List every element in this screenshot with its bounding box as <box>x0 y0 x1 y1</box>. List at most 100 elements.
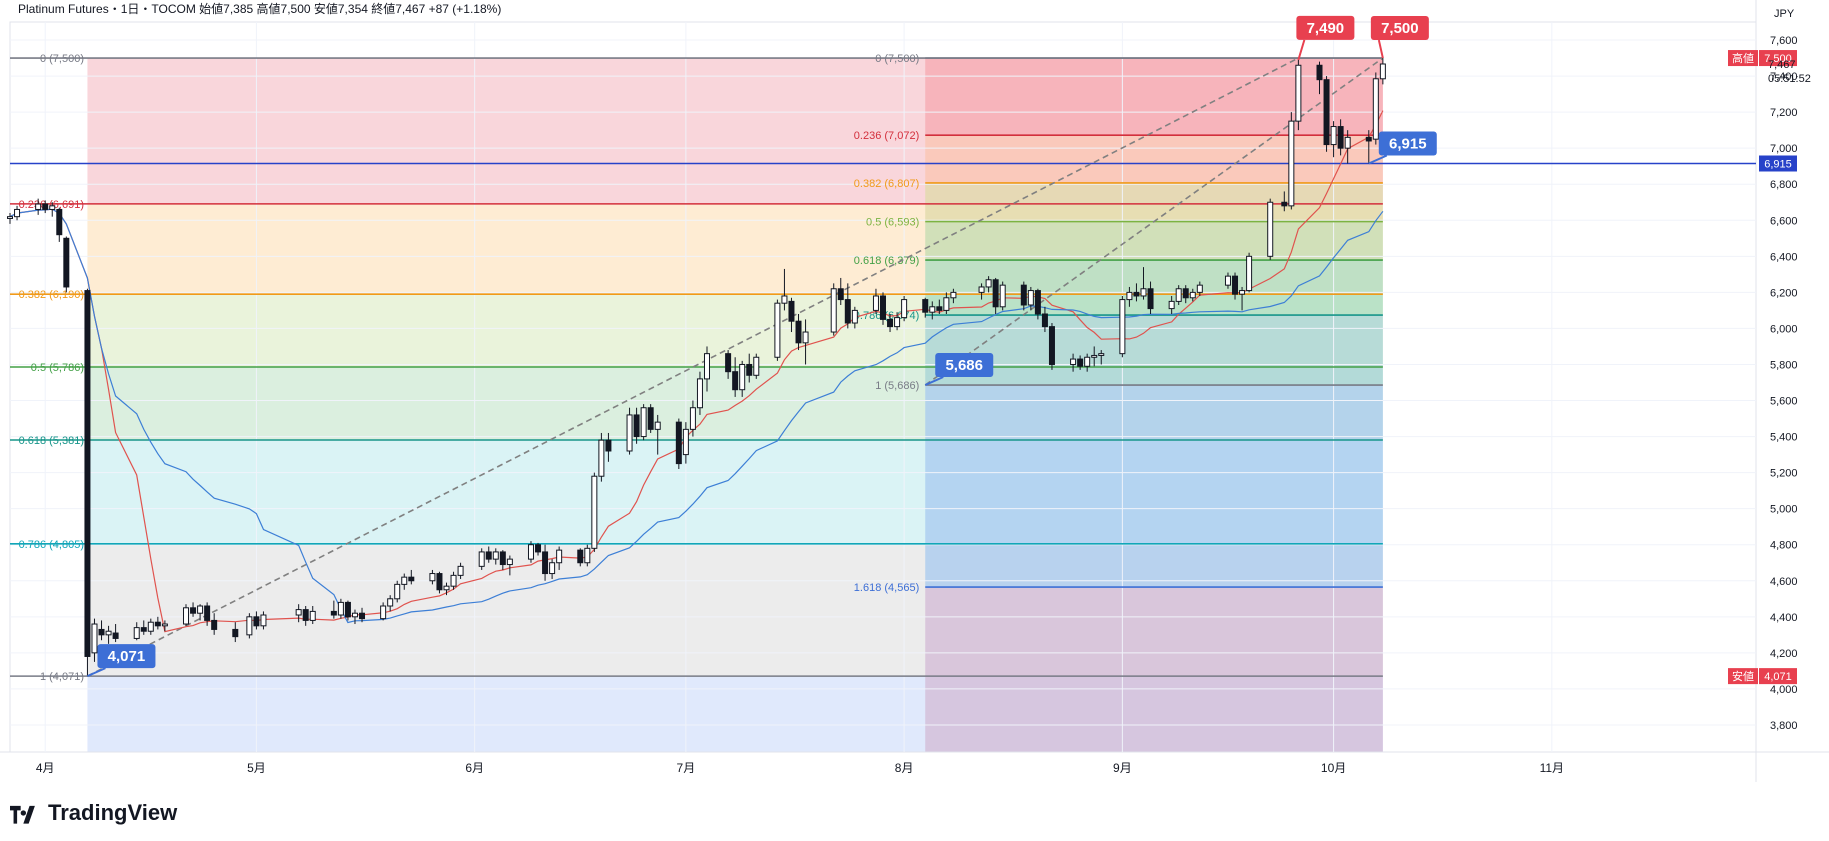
candle-up <box>401 576 408 585</box>
x-tick-label: 10月 <box>1321 761 1346 775</box>
fib-level-label: 0.236 (6,691) <box>19 199 84 211</box>
price-badge-label-bg <box>1728 668 1758 685</box>
y-tick-label: 4,800 <box>1770 540 1798 552</box>
candle-down <box>302 609 309 621</box>
fib-zone-0.236 <box>925 135 1383 183</box>
candle-down <box>84 290 91 657</box>
candle-up <box>851 309 858 324</box>
candle-down <box>725 353 732 373</box>
candle-up <box>901 299 908 319</box>
candle-up <box>682 428 689 456</box>
y-tick-label: 4,600 <box>1770 576 1798 588</box>
fib-zone-1.618 <box>925 587 1383 752</box>
callout-text: 7,490 <box>1307 20 1345 37</box>
candle-down <box>936 306 943 311</box>
candle-up <box>781 295 788 304</box>
candle-down <box>887 318 894 328</box>
fib-fills <box>87 58 1383 752</box>
candle-down <box>788 300 795 322</box>
candle-up <box>527 544 534 560</box>
callout-text: 7,500 <box>1381 20 1419 37</box>
candle-up <box>1239 290 1246 295</box>
candle-down <box>112 632 119 639</box>
candle-down <box>1337 126 1344 149</box>
candle-up <box>197 605 204 614</box>
candle-down <box>1077 358 1084 367</box>
candle-up <box>556 549 563 564</box>
candle-down <box>499 551 506 566</box>
candle-up <box>999 284 1006 308</box>
candle-up <box>105 630 112 636</box>
y-tick-label: 6,400 <box>1770 251 1798 263</box>
candle-down <box>880 295 886 320</box>
callout-blue: 4,071 <box>87 644 156 678</box>
candle-down <box>1147 288 1154 310</box>
fib-level-label: 0.5 (5,786) <box>31 362 84 374</box>
candle-up <box>978 286 985 293</box>
candle-up <box>1224 275 1231 286</box>
callout-box <box>97 644 156 669</box>
candle-down <box>330 610 337 616</box>
y-tick-label: 7,000 <box>1770 143 1798 155</box>
y-tick-label: 6,800 <box>1770 179 1798 191</box>
candle-up <box>1372 78 1379 140</box>
candle-up <box>1027 290 1034 306</box>
candle-up <box>7 216 13 219</box>
price-badge-bg <box>1759 155 1797 172</box>
candle-up <box>1070 358 1077 365</box>
candle-up <box>774 302 781 358</box>
candle-down <box>436 573 443 591</box>
candle-down <box>1281 201 1288 207</box>
candle-up <box>739 363 746 391</box>
candle-down <box>605 439 612 452</box>
candle-up <box>943 297 950 311</box>
candle-down <box>485 551 492 560</box>
callout-red: 7,490 <box>1296 15 1355 61</box>
candle-up <box>1267 201 1274 257</box>
candle-up <box>689 407 696 430</box>
candle-up <box>309 610 316 621</box>
fib-level-label: 0.618 (6,379) <box>854 255 919 267</box>
price-badge-value: 4,071 <box>1764 671 1792 683</box>
candle-down <box>359 612 366 620</box>
candle-down <box>1232 275 1239 295</box>
candle-down <box>746 363 753 376</box>
candle-up <box>1379 63 1386 80</box>
candle-up <box>1119 299 1126 355</box>
candle-down <box>1133 291 1140 297</box>
candle-up <box>380 605 387 620</box>
x-tick-label: 6月 <box>465 761 484 775</box>
candle-up <box>394 583 401 600</box>
price-badge-bg <box>1759 50 1797 67</box>
callout-pointer <box>924 376 944 386</box>
callout-box <box>1370 16 1429 41</box>
candle-up <box>591 475 598 549</box>
candle-up <box>1344 136 1351 149</box>
fib-level-label: 0.786 (6,074) <box>854 310 919 322</box>
candle-down <box>922 299 929 313</box>
callout-pointer <box>1377 39 1384 59</box>
candle-down <box>542 551 549 575</box>
candle-up <box>626 414 633 452</box>
candle-down <box>992 279 999 308</box>
candle-down <box>56 208 63 236</box>
candle-up <box>133 627 140 639</box>
price-badge: 高値 7,500 <box>1728 50 1797 67</box>
candle-up <box>246 616 253 636</box>
trend-line <box>87 57 1299 677</box>
candle-up <box>894 317 901 328</box>
candle-up <box>161 623 168 627</box>
callout-text: 5,686 <box>945 357 983 374</box>
y-tick-label: 4,200 <box>1770 648 1798 660</box>
candle-up <box>49 205 56 210</box>
callouts: 4,071 5,686 7,490 7,500 6,915 <box>87 15 1437 678</box>
candle-down <box>1365 136 1372 142</box>
trend-line <box>924 57 1384 386</box>
candle-down <box>647 407 654 430</box>
price-badge-bg <box>1759 668 1797 685</box>
candle-down <box>42 203 49 210</box>
fib-level-label: 0 (7,500) <box>875 53 919 65</box>
candle-up <box>337 601 344 616</box>
candle-down <box>154 621 161 627</box>
